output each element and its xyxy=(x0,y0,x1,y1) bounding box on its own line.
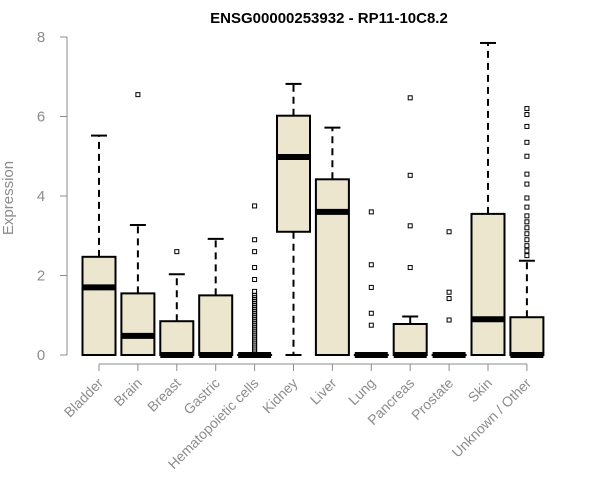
outlier-point xyxy=(524,153,530,159)
outlier-point xyxy=(524,237,530,243)
box-body xyxy=(470,212,506,356)
outlier-point xyxy=(407,95,413,101)
outlier-point xyxy=(524,248,530,254)
outlier-point xyxy=(407,223,413,229)
outlier-point xyxy=(446,289,452,295)
x-tick-label: Liver xyxy=(307,375,340,408)
box-body xyxy=(198,294,234,356)
box-pancreas xyxy=(392,95,428,358)
outlier-point xyxy=(524,181,530,187)
box-breast xyxy=(159,249,195,358)
y-tick-label: 0 xyxy=(37,347,45,364)
box-body xyxy=(314,178,350,356)
chart-title: ENSG00000253932 - RP11-10C8.2 xyxy=(210,10,448,27)
x-tick-label: Kidney xyxy=(259,375,301,417)
box-lung xyxy=(353,209,389,358)
outlier-point xyxy=(524,204,530,210)
outlier-point xyxy=(368,284,374,290)
y-axis: 0 2 4 6 8 xyxy=(37,29,68,364)
boxes-group xyxy=(81,41,545,358)
box-brain xyxy=(120,92,156,357)
outlier-point xyxy=(368,310,374,316)
outlier-point xyxy=(524,231,530,237)
outlier-point xyxy=(524,213,530,219)
x-tick-label: Bladder xyxy=(61,375,107,421)
outlier-point xyxy=(446,296,452,302)
box-bladder xyxy=(81,134,117,357)
y-tick-label: 8 xyxy=(37,29,45,46)
box-liver xyxy=(314,126,350,356)
box-body xyxy=(120,292,156,357)
outlier-point xyxy=(524,243,530,249)
box-skin xyxy=(470,41,506,356)
y-axis-label: Expression xyxy=(0,161,17,235)
outlier-point xyxy=(446,229,452,235)
x-tick-label: Lung xyxy=(345,375,378,408)
outlier-point xyxy=(524,112,530,118)
box-body xyxy=(392,322,428,356)
outlier-point xyxy=(524,195,530,201)
box-body xyxy=(81,255,117,357)
box-body xyxy=(159,320,195,356)
outlier-point xyxy=(252,288,258,294)
box-body xyxy=(509,316,545,356)
box-hematopoietic-cells xyxy=(237,203,273,358)
box-unknown-other xyxy=(509,106,545,358)
outlier-point xyxy=(407,172,413,178)
outlier-point xyxy=(446,317,452,323)
box-body xyxy=(276,114,311,233)
outlier-point xyxy=(524,123,530,129)
outlier-point xyxy=(524,253,530,259)
y-tick-label: 4 xyxy=(37,188,45,205)
outlier-point xyxy=(524,106,530,112)
outlier-point xyxy=(252,265,258,271)
x-tick-label: Breast xyxy=(144,375,184,415)
y-tick-label: 6 xyxy=(37,109,45,126)
x-tick-label: Brain xyxy=(111,375,145,409)
outlier-point xyxy=(524,219,530,225)
outlier-point xyxy=(524,139,530,145)
outlier-point xyxy=(368,322,374,328)
outlier-point xyxy=(252,276,258,282)
x-tick-label: Skin xyxy=(465,375,496,406)
outlier-point xyxy=(174,249,180,255)
outlier-point xyxy=(135,92,141,98)
outlier-point xyxy=(252,237,258,243)
outlier-point xyxy=(368,209,374,215)
outlier-point xyxy=(252,249,258,255)
box-kidney xyxy=(276,82,311,356)
outlier-point xyxy=(524,171,530,177)
outlier-point xyxy=(407,265,413,271)
outlier-point xyxy=(368,262,374,268)
outlier-point xyxy=(252,203,258,209)
box-gastric xyxy=(198,237,234,358)
box-prostate xyxy=(431,229,467,358)
y-tick-label: 2 xyxy=(37,268,45,285)
outlier-point xyxy=(524,225,530,231)
x-tick-label: Prostate xyxy=(408,375,456,423)
